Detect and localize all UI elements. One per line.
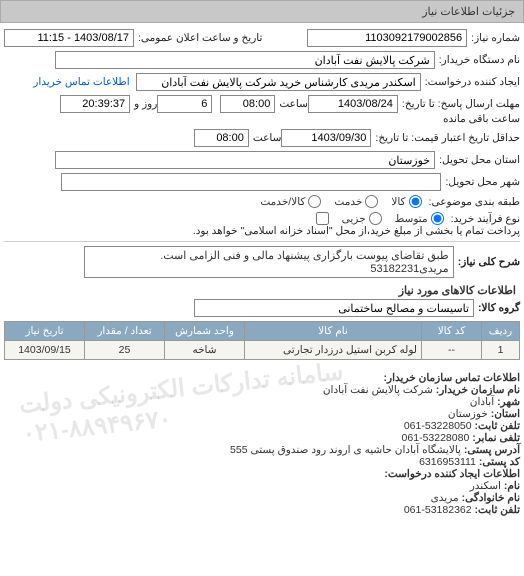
cell-name: لوله کربن استیل درزدار تجارتی xyxy=(245,341,422,360)
announce-input[interactable] xyxy=(4,29,134,47)
time-label-1: ساعت xyxy=(279,98,308,110)
col-qty: تعداد / مقدار xyxy=(85,322,165,341)
process-label: نوع فرآیند خرید: xyxy=(451,213,520,225)
items-table: ردیف کد کالا نام کالا واحد شمارش تعداد /… xyxy=(4,321,520,360)
time-label-2: ساعت xyxy=(253,132,282,144)
need-no-label: شماره نیاز: xyxy=(471,32,520,44)
rem-days-label: روز و xyxy=(134,98,157,110)
goods-radio[interactable] xyxy=(409,195,422,208)
middle-label: متوسط xyxy=(395,213,428,225)
buyer-contact-title: اطلاعات تماس سازمان خریدار: xyxy=(384,372,520,384)
creator-contact-title: اطلاعات ایجاد کننده درخواست: xyxy=(384,468,520,480)
col-date: تاریخ نیاز xyxy=(5,322,85,341)
c-lname-label: نام خانوادگی: xyxy=(462,492,520,504)
rem-time-input[interactable] xyxy=(60,95,130,113)
org-name-label: نام سازمان خریدار: xyxy=(436,384,520,396)
c-prov: خوزستان xyxy=(448,408,488,420)
c-city-label: شهر: xyxy=(497,396,520,408)
cell-qty: 25 xyxy=(85,341,165,360)
payment-note: پرداخت تمام یا بخشی از مبلغ خرید،از محل … xyxy=(193,225,520,237)
city-input[interactable] xyxy=(61,173,441,191)
main-form: شماره نیاز: تاریخ و ساعت اعلان عمومی: نا… xyxy=(0,23,524,366)
c-cphone-label: تلفن ثابت: xyxy=(475,504,520,516)
c-fname-label: نام: xyxy=(504,480,520,492)
deadline-send-label: مهلت ارسال پاسخ: تا تاریخ: xyxy=(402,98,520,110)
valid-date-input[interactable] xyxy=(281,129,371,147)
c-post: 6316953111 xyxy=(419,456,476,468)
org-name: شرکت پالایش نفت آبادان xyxy=(323,384,433,396)
city-label: شهر محل تحویل: xyxy=(445,176,520,188)
category-label: طبقه بندی موضوعی: xyxy=(429,196,520,208)
province-input[interactable] xyxy=(55,151,435,169)
col-unit: واحد شمارش xyxy=(165,322,245,341)
col-idx: ردیف xyxy=(482,322,520,341)
goods-service-label: کالا/خدمت xyxy=(260,196,305,208)
c-phone: 53228050-061 xyxy=(404,420,472,432)
group-input[interactable] xyxy=(194,299,474,317)
table-row: 1 -- لوله کربن استیل درزدار تجارتی شاخه … xyxy=(5,341,520,360)
small-radio[interactable] xyxy=(369,212,382,225)
c-cphone: 53182362-061 xyxy=(404,504,472,516)
c-prov-label: استان: xyxy=(491,408,520,420)
small-label: جزیی xyxy=(342,213,366,225)
panel-title: جزئیات اطلاعات نیاز xyxy=(422,6,515,18)
announce-label: تاریخ و ساعت اعلان عمومی: xyxy=(138,32,262,44)
cell-date: 1403/09/15 xyxy=(5,341,85,360)
c-lname: مریدی xyxy=(431,492,459,504)
rem-days-input[interactable] xyxy=(157,95,212,113)
creator-input[interactable] xyxy=(136,73,421,91)
col-name: نام کالا xyxy=(245,322,422,341)
cell-unit: شاخه xyxy=(165,341,245,360)
need-no-input[interactable] xyxy=(307,29,467,47)
panel-header: جزئیات اطلاعات نیاز xyxy=(0,0,524,23)
buyer-org-input[interactable] xyxy=(55,51,435,69)
c-fname: اسکندر xyxy=(470,480,501,492)
c-fax: 53228080-061 xyxy=(402,432,470,444)
contact-block: سامانه تدارکات الکترونیکی دولت ۰۲۱-۸۸۹۴۹… xyxy=(0,366,524,522)
service-radio[interactable] xyxy=(365,195,378,208)
cell-code: -- xyxy=(422,341,482,360)
group-label: گروه کالا: xyxy=(478,302,520,314)
goods-label: کالا xyxy=(391,196,405,208)
buyer-org-label: نام دستگاه خریدار: xyxy=(439,54,520,66)
items-title: اطلاعات کالاهای مورد نیاز xyxy=(4,284,516,297)
cell-idx: 1 xyxy=(482,341,520,360)
desc-text: طبق تقاضای پیوست بارگزاری پیشنهاد مالی و… xyxy=(84,246,454,278)
valid-label: حداقل تاریخ اعتبار قیمت: تا تاریخ: xyxy=(375,132,520,144)
valid-time-input[interactable] xyxy=(194,129,249,147)
c-addr: پالایشگاه آبادان حاشیه ی اروند رود صندوق… xyxy=(230,444,461,456)
deadline-time-input[interactable] xyxy=(220,95,275,113)
rem-time-label: ساعت باقی مانده xyxy=(443,113,520,125)
c-post-label: کد پستی: xyxy=(479,456,520,468)
service-label: خدمت xyxy=(334,196,362,208)
payment-checkbox[interactable] xyxy=(316,212,329,225)
c-fax-label: تلفی نمابر: xyxy=(472,432,520,444)
creator-label: ایجاد کننده درخواست: xyxy=(425,76,520,88)
c-addr-label: آدرس پستی: xyxy=(464,444,520,456)
deadline-date-input[interactable] xyxy=(308,95,398,113)
c-phone-label: تلفن ثابت: xyxy=(475,420,520,432)
middle-radio[interactable] xyxy=(431,212,444,225)
c-city: آبادان xyxy=(470,396,494,408)
buyer-contact-link[interactable]: اطلاعات تماس خریدار xyxy=(33,76,129,88)
goods-service-radio[interactable] xyxy=(308,195,321,208)
col-code: کد کالا xyxy=(422,322,482,341)
desc-label: شرح کلی نیاز: xyxy=(458,256,520,268)
province-label: استان محل تحویل: xyxy=(439,154,520,166)
